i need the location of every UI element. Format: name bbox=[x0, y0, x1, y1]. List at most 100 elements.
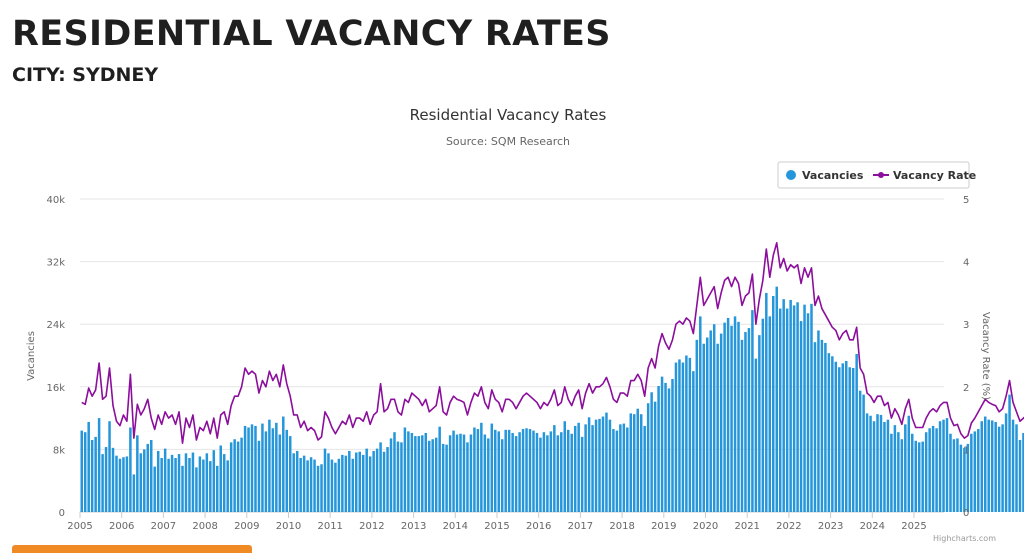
vacancies-bar[interactable] bbox=[650, 392, 653, 512]
vacancies-bar[interactable] bbox=[744, 332, 747, 512]
vacancies-bar[interactable] bbox=[160, 458, 163, 512]
vacancies-bar[interactable] bbox=[765, 292, 768, 512]
vacancies-bar[interactable] bbox=[594, 419, 598, 512]
vacancies-bar[interactable] bbox=[806, 313, 810, 512]
vacancies-bar[interactable] bbox=[817, 330, 820, 512]
vacancies-bar[interactable] bbox=[573, 425, 577, 512]
vacancies-bar[interactable] bbox=[685, 355, 688, 513]
vacancies-bar[interactable] bbox=[844, 360, 848, 512]
vacancies-bar[interactable] bbox=[792, 305, 796, 512]
vacancies-bar[interactable] bbox=[643, 425, 646, 512]
vacancies-bar[interactable] bbox=[431, 439, 434, 512]
vacancies-bar[interactable] bbox=[963, 447, 966, 512]
vacancies-bar[interactable] bbox=[507, 429, 511, 512]
vacancies-bar[interactable] bbox=[518, 432, 521, 512]
vacancies-bar[interactable] bbox=[914, 440, 917, 512]
vacancies-bar[interactable] bbox=[111, 447, 115, 512]
vacancies-bar[interactable] bbox=[542, 432, 546, 512]
vacancies-bar[interactable] bbox=[282, 416, 285, 512]
vacancies-bar[interactable] bbox=[824, 342, 827, 512]
vacancies-bar[interactable] bbox=[716, 343, 719, 512]
vacancies-bar[interactable] bbox=[702, 343, 706, 512]
vacancies-bar[interactable] bbox=[633, 414, 636, 512]
vacancies-bar[interactable] bbox=[705, 337, 709, 513]
vacancies-bar[interactable] bbox=[115, 455, 118, 512]
vacancies-bar[interactable] bbox=[970, 433, 973, 512]
vacancies-bar[interactable] bbox=[775, 286, 778, 512]
vacancies-bar[interactable] bbox=[393, 432, 396, 512]
vacancies-bar[interactable] bbox=[382, 451, 386, 512]
vacancies-bar[interactable] bbox=[90, 440, 94, 512]
vacancies-bar[interactable] bbox=[149, 440, 153, 512]
vacancies-bar[interactable] bbox=[566, 429, 570, 512]
vacancies-bar[interactable] bbox=[368, 456, 372, 512]
vacancies-bar[interactable] bbox=[191, 452, 195, 512]
vacancies-bar[interactable] bbox=[504, 429, 507, 512]
vacancies-bar[interactable] bbox=[917, 442, 921, 512]
vacancies-bar[interactable] bbox=[959, 444, 963, 512]
vacancies-bar[interactable] bbox=[334, 462, 337, 512]
vacancies-bar[interactable] bbox=[831, 356, 834, 512]
vacancies-bar[interactable] bbox=[928, 428, 931, 512]
vacancies-bar[interactable] bbox=[490, 423, 494, 512]
vacancies-bar[interactable] bbox=[539, 437, 542, 512]
vacancies-bar[interactable] bbox=[966, 443, 970, 512]
vacancies-bar[interactable] bbox=[834, 361, 838, 512]
vacancies-bar[interactable] bbox=[313, 459, 316, 512]
vacancies-bar[interactable] bbox=[997, 426, 1001, 512]
vacancies-bar[interactable] bbox=[719, 333, 723, 512]
vacancies-bar[interactable] bbox=[153, 466, 156, 512]
vacancies-bar[interactable] bbox=[987, 419, 990, 512]
vacancies-bar[interactable] bbox=[820, 339, 824, 512]
vacancies-bar[interactable] bbox=[320, 464, 323, 512]
vacancies-bar[interactable] bbox=[184, 453, 188, 512]
vacancies-bar[interactable] bbox=[608, 419, 612, 512]
vacancies-bar[interactable] bbox=[275, 422, 278, 512]
vacancies-bar[interactable] bbox=[205, 453, 209, 512]
vacancies-bar[interactable] bbox=[1008, 394, 1011, 513]
vacancies-bar[interactable] bbox=[268, 419, 271, 512]
vacancies-bar[interactable] bbox=[434, 437, 438, 512]
vacancies-bar[interactable] bbox=[143, 449, 146, 512]
vacancies-bar[interactable] bbox=[94, 436, 97, 512]
vacancies-bar[interactable] bbox=[414, 436, 417, 512]
vacancies-bar[interactable] bbox=[97, 418, 101, 512]
vacancies-bar[interactable] bbox=[421, 435, 424, 512]
vacancies-bar[interactable] bbox=[174, 458, 177, 512]
vacancies-bar[interactable] bbox=[667, 388, 671, 512]
vacancies-bar[interactable] bbox=[212, 450, 216, 512]
vacancies-bar[interactable] bbox=[462, 434, 466, 512]
vacancies-bar[interactable] bbox=[938, 421, 942, 512]
vacancies-bar[interactable] bbox=[601, 416, 605, 512]
vacancies-bar[interactable] bbox=[855, 353, 858, 512]
vacancies-bar[interactable] bbox=[848, 367, 851, 512]
vacancies-bar[interactable] bbox=[751, 310, 754, 512]
vacancies-bar[interactable] bbox=[904, 424, 907, 512]
vacancies-bar[interactable] bbox=[879, 414, 883, 512]
vacancies-bar[interactable] bbox=[841, 363, 845, 512]
vacancies-bar[interactable] bbox=[216, 465, 219, 512]
vacancies-bar[interactable] bbox=[782, 299, 785, 512]
vacancies-bar[interactable] bbox=[556, 435, 560, 512]
vacancies-bar[interactable] bbox=[636, 408, 639, 512]
vacancies-bar[interactable] bbox=[209, 461, 212, 512]
vacancies-bar[interactable] bbox=[778, 308, 782, 512]
vacancies-bar[interactable] bbox=[813, 342, 817, 512]
vacancies-bar[interactable] bbox=[911, 433, 914, 512]
vacancies-bar[interactable] bbox=[452, 430, 455, 512]
vacancies-bar[interactable] bbox=[876, 414, 879, 512]
vacancies-bar[interactable] bbox=[897, 432, 900, 512]
vacancies-bar[interactable] bbox=[612, 429, 615, 512]
vacancies-bar[interactable] bbox=[195, 467, 198, 512]
vacancies-bar[interactable] bbox=[772, 296, 775, 512]
vacancies-bar[interactable] bbox=[723, 322, 726, 512]
vacancies-bar[interactable] bbox=[278, 434, 282, 512]
vacancies-bar[interactable] bbox=[288, 436, 292, 512]
vacancies-bar[interactable] bbox=[1018, 440, 1022, 512]
vacancies-bar[interactable] bbox=[87, 422, 90, 512]
vacancies-bar[interactable] bbox=[441, 443, 445, 512]
vacancies-bar[interactable] bbox=[136, 435, 139, 512]
vacancies-bar[interactable] bbox=[361, 454, 365, 512]
vacancies-bar[interactable] bbox=[306, 460, 309, 512]
vacancies-bar[interactable] bbox=[671, 378, 674, 512]
